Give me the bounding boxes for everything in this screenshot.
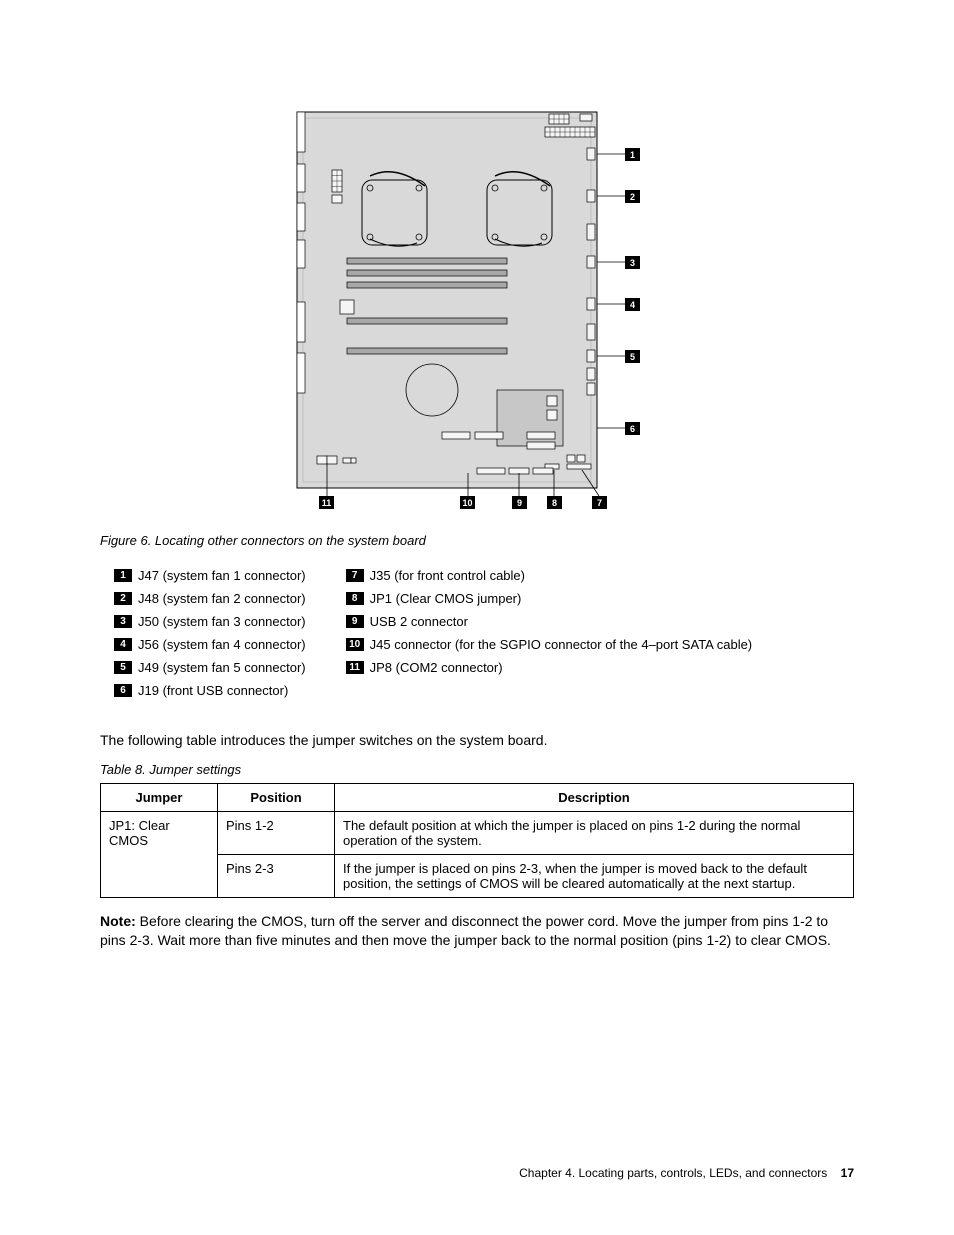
legend-row: 9 USB 2 connector xyxy=(346,614,753,629)
legend-text: J35 (for front control cable) xyxy=(370,568,525,583)
diagram-wrap: 1 2 3 4 5 6 11 10 9 8 7 xyxy=(100,100,854,513)
legend-text: J56 (system fan 4 connector) xyxy=(138,637,306,652)
svg-text:2: 2 xyxy=(630,192,635,202)
legend-row: 7 J35 (for front control cable) xyxy=(346,568,753,583)
cell-position: Pins 1-2 xyxy=(218,812,335,855)
cell-jumper: JP1: Clear CMOS xyxy=(101,812,218,898)
note-text: Before clearing the CMOS, turn off the s… xyxy=(100,913,831,948)
legend-row: 10 J45 connector (for the SGPIO connector… xyxy=(346,637,753,652)
footer-chapter: Chapter 4. Locating parts, controls, LED… xyxy=(519,1166,827,1180)
svg-text:8: 8 xyxy=(552,498,557,508)
table-caption: Table 8. Jumper settings xyxy=(100,762,854,777)
legend-text: J47 (system fan 1 connector) xyxy=(138,568,306,583)
jumper-table: Jumper Position Description JP1: Clear C… xyxy=(100,783,854,898)
legend-row: 1 J47 (system fan 1 connector) xyxy=(114,568,306,583)
callout-box: 7 xyxy=(346,569,364,582)
legend-text: J49 (system fan 5 connector) xyxy=(138,660,306,675)
svg-text:11: 11 xyxy=(322,498,332,508)
svg-text:1: 1 xyxy=(630,150,635,160)
th-position: Position xyxy=(218,784,335,812)
cell-description: If the jumper is placed on pins 2-3, whe… xyxy=(335,855,854,898)
callout-box: 10 xyxy=(346,638,364,651)
svg-text:6: 6 xyxy=(630,424,635,434)
intro-text: The following table introduces the jumpe… xyxy=(100,732,854,748)
svg-text:10: 10 xyxy=(462,498,472,508)
page-footer: Chapter 4. Locating parts, controls, LED… xyxy=(519,1166,854,1180)
legend-row: 2 J48 (system fan 2 connector) xyxy=(114,591,306,606)
legend-row: 6 J19 (front USB connector) xyxy=(114,683,306,698)
legend-row: 5 J49 (system fan 5 connector) xyxy=(114,660,306,675)
legend-text: JP8 (COM2 connector) xyxy=(370,660,503,675)
callout-box: 3 xyxy=(114,615,132,628)
callout-box: 6 xyxy=(114,684,132,697)
table-row: JP1: Clear CMOSPins 1-2The default posit… xyxy=(101,812,854,855)
system-board-diagram: 1 2 3 4 5 6 11 10 9 8 7 xyxy=(287,100,667,510)
page: 1 2 3 4 5 6 11 10 9 8 7 Figure 6. Locating other c… xyxy=(0,0,954,1235)
legend: 1 J47 (system fan 1 connector) 2 J48 (syste… xyxy=(100,560,854,706)
cell-description: The default position at which the jumper… xyxy=(335,812,854,855)
callout-box: 11 xyxy=(346,661,364,674)
legend-text: J19 (front USB connector) xyxy=(138,683,288,698)
footer-page: 17 xyxy=(841,1166,854,1180)
callout-box: 5 xyxy=(114,661,132,674)
svg-text:5: 5 xyxy=(630,352,635,362)
callout-box: 4 xyxy=(114,638,132,651)
legend-text: USB 2 connector xyxy=(370,614,468,629)
legend-text: J50 (system fan 3 connector) xyxy=(138,614,306,629)
th-jumper: Jumper xyxy=(101,784,218,812)
note-label: Note: xyxy=(100,913,136,929)
table-header-row: Jumper Position Description xyxy=(101,784,854,812)
callout-box: 2 xyxy=(114,592,132,605)
callout-box: 1 xyxy=(114,569,132,582)
legend-text: J48 (system fan 2 connector) xyxy=(138,591,306,606)
legend-row: 11 JP8 (COM2 connector) xyxy=(346,660,753,675)
legend-row: 8 JP1 (Clear CMOS jumper) xyxy=(346,591,753,606)
callout-box: 8 xyxy=(346,592,364,605)
legend-row: 4 J56 (system fan 4 connector) xyxy=(114,637,306,652)
legend-text: JP1 (Clear CMOS jumper) xyxy=(370,591,522,606)
legend-col-left: 1 J47 (system fan 1 connector) 2 J48 (syste… xyxy=(114,560,306,706)
figure-caption: Figure 6. Locating other connectors on t… xyxy=(100,533,854,548)
svg-text:7: 7 xyxy=(597,498,602,508)
svg-text:9: 9 xyxy=(517,498,522,508)
legend-col-right: 7 J35 (for front control cable) 8 JP1 (Clea… xyxy=(346,560,753,706)
legend-row: 3 J50 (system fan 3 connector) xyxy=(114,614,306,629)
svg-text:3: 3 xyxy=(630,258,635,268)
svg-text:4: 4 xyxy=(630,300,635,310)
note: Note: Before clearing the CMOS, turn off… xyxy=(100,912,854,950)
legend-text: J45 connector (for the SGPIO connector o… xyxy=(370,637,753,652)
th-desc: Description xyxy=(335,784,854,812)
callout-box: 9 xyxy=(346,615,364,628)
cell-position: Pins 2-3 xyxy=(218,855,335,898)
